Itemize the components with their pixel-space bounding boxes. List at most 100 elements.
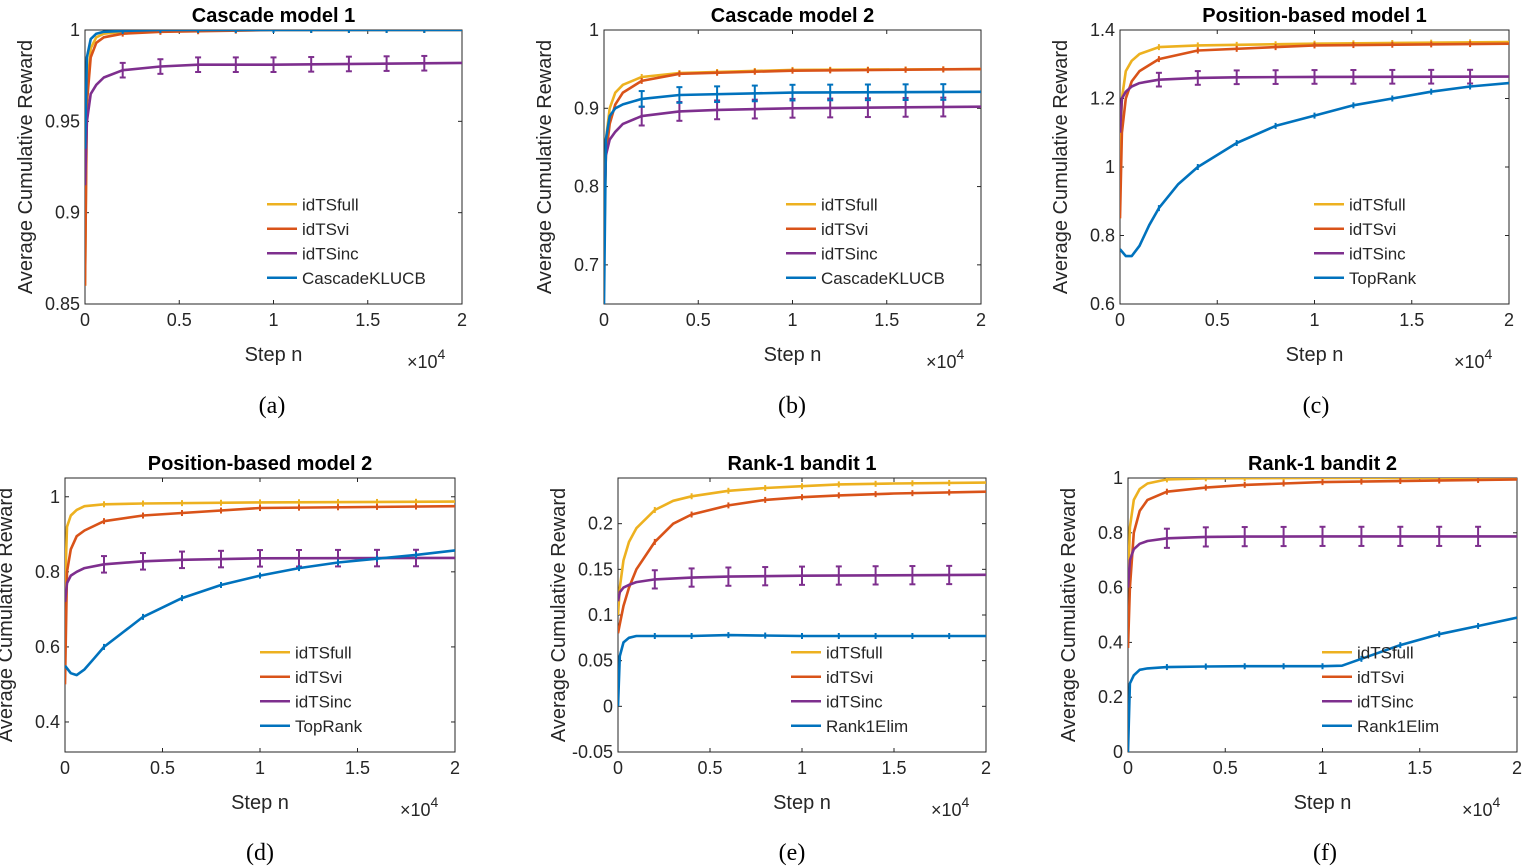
x-multiplier-base: ×10 [1454, 352, 1485, 372]
x-tick-label: 0 [60, 758, 70, 778]
x-axis-label: Step n [231, 792, 289, 814]
y-axis-label: Average Cumulative Reward [1050, 40, 1072, 294]
y-tick-label: 1.2 [1090, 89, 1115, 109]
y-tick-label: 0.6 [1098, 578, 1123, 598]
x-multiplier-base: ×10 [926, 352, 957, 372]
legend-label: idTSfull [826, 643, 883, 662]
y-tick-label: 0 [603, 696, 613, 716]
y-tick-label: 0.2 [1098, 687, 1123, 707]
x-tick-label: 1.5 [881, 758, 906, 778]
x-tick-label: 0.5 [150, 758, 175, 778]
chart-panel-0: 0 0.5 1 1.5 2 0.85 0.9 0.95 1 Cascade model 1 Step… [15, 5, 467, 419]
legend-label: idTSinc [302, 244, 359, 263]
y-tick-label: 0.6 [1090, 294, 1115, 314]
x-axis-multiplier: ×104 [931, 794, 970, 820]
legend-label: idTSinc [295, 692, 352, 711]
x-tick-label: 0 [599, 310, 609, 330]
x-tick-label: 0.5 [1205, 310, 1230, 330]
x-tick-label: 1.5 [355, 310, 380, 330]
legend-label: idTSinc [1349, 244, 1406, 263]
legend-label: CascadeKLUCB [302, 269, 426, 288]
y-tick-label: 0.05 [578, 651, 613, 671]
y-tick-label: 1 [1105, 157, 1115, 177]
x-tick-label: 1 [268, 310, 278, 330]
x-multiplier-exponent: 4 [962, 794, 970, 810]
legend-label: TopRank [1349, 269, 1417, 288]
chart-panel-5: 0 0.5 1 1.5 2 0 0.2 0.4 0.6 0.8 1 Rank-1 bandit 2 St… [1058, 453, 1522, 866]
y-tick-label: 0.6 [35, 637, 60, 657]
y-tick-label: 0.85 [45, 294, 80, 314]
legend-label: idTSinc [826, 692, 883, 711]
series-line-idTSvi [1128, 478, 1517, 648]
series-line-idTSfull [618, 481, 986, 616]
series-line-idTSinc [85, 61, 462, 186]
series-line-TopRank [65, 549, 455, 677]
y-tick-label: 1 [589, 20, 599, 40]
legend-label: Rank1Elim [1357, 717, 1439, 736]
y-tick-label: 0.2 [588, 514, 613, 534]
chart-panel-2: 0 0.5 1 1.5 2 0.6 0.8 1 1.2 1.4 Position-based mod… [1050, 5, 1514, 419]
x-axis-label: Step n [1286, 344, 1344, 366]
chart-title: Cascade model 1 [192, 5, 355, 27]
x-tick-label: 2 [1512, 758, 1522, 778]
legend-label: idTSinc [1357, 692, 1414, 711]
series-line-Rank1Elim [1128, 616, 1517, 752]
y-tick-label: 0.15 [578, 559, 613, 579]
x-tick-label: 0.5 [1213, 758, 1238, 778]
legend-label: idTSfull [302, 195, 359, 214]
panel-caption: (c) [1303, 393, 1330, 419]
x-multiplier-exponent: 4 [438, 346, 446, 362]
y-tick-label: 0.1 [588, 605, 613, 625]
chart-title: Position-based model 2 [148, 453, 372, 475]
y-axis-label: Average Cumulative Reward [534, 40, 556, 294]
x-tick-label: 2 [976, 310, 986, 330]
plot-frame [617, 477, 987, 753]
panel-caption: (d) [246, 840, 274, 866]
y-tick-label: 0.9 [574, 98, 599, 118]
series-group [618, 479, 986, 707]
x-tick-label: 1.5 [1407, 758, 1432, 778]
y-tick-label: 0.4 [35, 712, 60, 732]
legend-label: idTSvi [295, 668, 342, 687]
chart-panel-3: 0 0.5 1 1.5 2 0.4 0.6 0.8 1 Position-based model … [0, 453, 460, 866]
y-tick-label: 1 [50, 487, 60, 507]
x-tick-label: 0.5 [686, 310, 711, 330]
legend-label: idTSfull [1349, 195, 1406, 214]
panel-caption: (b) [778, 393, 806, 419]
x-tick-label: 0.5 [697, 758, 722, 778]
series-line-CascadeKLUCB [85, 30, 462, 149]
plot-frame [1127, 477, 1518, 753]
x-multiplier-base: ×10 [931, 800, 962, 820]
x-axis-multiplier: ×104 [926, 346, 965, 372]
y-tick-label: 0.8 [1090, 226, 1115, 246]
x-tick-label: 2 [981, 758, 991, 778]
y-axis-label: Average Cumulative Reward [15, 40, 37, 294]
x-tick-label: 2 [457, 310, 467, 330]
panel-caption: (e) [779, 840, 806, 866]
legend-label: idTSinc [821, 244, 878, 263]
series-line-idTSvi [618, 490, 986, 634]
chart-title: Rank-1 bandit 1 [728, 453, 877, 475]
y-tick-label: 0.8 [35, 562, 60, 582]
panel-caption: (a) [259, 393, 286, 419]
x-tick-label: 0 [1123, 758, 1133, 778]
series-line-idTSvi [65, 504, 455, 685]
x-multiplier-exponent: 4 [431, 794, 439, 810]
legend-label: idTSfull [1357, 643, 1414, 662]
x-axis-multiplier: ×104 [400, 794, 439, 820]
chart-title: Position-based model 1 [1202, 5, 1426, 27]
legend-label: idTSvi [826, 668, 873, 687]
series-line-TopRank [1120, 81, 1509, 258]
series-line-idTSinc [604, 105, 981, 218]
y-tick-label: 0.7 [574, 255, 599, 275]
series-line-Rank1Elim [618, 633, 986, 707]
y-axis-label: Average Cumulative Reward [0, 488, 17, 742]
legend-label: idTSfull [295, 643, 352, 662]
chart-title: Cascade model 2 [711, 5, 874, 27]
x-multiplier-exponent: 4 [1485, 346, 1493, 362]
legend-label: idTSvi [302, 220, 349, 239]
legend-label: TopRank [295, 717, 363, 736]
x-axis-label: Step n [1294, 792, 1352, 814]
series-line-idTSfull [1120, 40, 1509, 168]
